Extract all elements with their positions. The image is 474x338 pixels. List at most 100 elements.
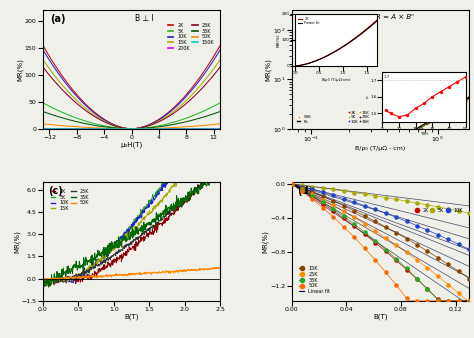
Point: [371, 219, 379, 224]
Point: [309, 187, 316, 192]
Point: [371, 257, 379, 263]
Point: [463, 98, 470, 103]
Point: [446, 106, 454, 111]
Point: [415, 125, 423, 130]
Point: [459, 99, 467, 105]
Point: [445, 107, 453, 112]
Point: [434, 296, 442, 302]
Point: [416, 123, 424, 128]
Point: [403, 250, 410, 255]
Point: [423, 119, 431, 125]
Point: [442, 108, 450, 113]
Point: [430, 115, 438, 120]
Point: [455, 208, 463, 214]
Point: [452, 104, 459, 109]
Point: [288, 181, 295, 187]
Point: [414, 126, 421, 132]
Point: [471, 92, 474, 98]
Point: [413, 298, 421, 304]
Y-axis label: MR(%): MR(%): [265, 58, 272, 81]
Point: [471, 90, 474, 96]
Point: [412, 126, 420, 131]
Point: [410, 127, 418, 132]
Point: [465, 298, 473, 304]
Point: [438, 111, 446, 117]
Point: [451, 104, 459, 109]
Point: [450, 105, 457, 111]
Legend: 2K, 5K, 10K, 15K, 200K, 25K, 35K, 50K, 150K: 2K, 5K, 10K, 15K, 200K, 25K, 35K, 50K, 1…: [166, 21, 216, 53]
Point: [450, 102, 458, 107]
Point: [350, 190, 358, 195]
Point: [413, 276, 421, 282]
Point: [471, 90, 474, 96]
Point: [445, 282, 452, 287]
Point: [438, 110, 446, 115]
Point: [448, 106, 456, 111]
Point: [413, 257, 421, 263]
Point: [449, 105, 457, 111]
Point: [435, 112, 442, 118]
Point: [329, 187, 337, 192]
Point: [403, 219, 410, 224]
Point: [412, 125, 420, 130]
Point: [465, 95, 473, 100]
Point: [392, 282, 400, 288]
Point: [440, 110, 447, 115]
Point: [436, 111, 443, 117]
X-axis label: B/ρ₀ (T/μΩ - cm): B/ρ₀ (T/μΩ - cm): [355, 146, 406, 151]
Point: [288, 181, 295, 187]
Point: [422, 120, 430, 126]
Point: [423, 122, 430, 127]
Point: [416, 125, 423, 130]
Point: [411, 126, 419, 131]
Point: [464, 96, 471, 101]
Point: [411, 126, 419, 132]
Point: [319, 205, 327, 211]
Point: [418, 124, 425, 129]
Point: [382, 195, 390, 200]
Point: [340, 216, 347, 221]
Point: [422, 121, 429, 126]
Point: [462, 95, 469, 100]
Point: [425, 119, 432, 124]
Point: [403, 198, 410, 204]
Point: [459, 96, 467, 101]
Point: [456, 98, 464, 103]
Point: [465, 298, 473, 304]
Point: [472, 91, 474, 97]
Point: [428, 116, 436, 121]
Point: [319, 199, 327, 205]
Point: [411, 127, 419, 132]
Point: [340, 203, 347, 209]
Point: [413, 223, 421, 228]
Point: [449, 106, 457, 112]
Legend: 50K, Fit: 50K, Fit: [295, 114, 313, 125]
Point: [429, 117, 437, 122]
Point: [451, 104, 459, 110]
Text: (d): (d): [297, 186, 313, 196]
Point: [411, 127, 419, 132]
Point: [419, 123, 427, 129]
Point: [413, 200, 421, 206]
Point: [454, 102, 462, 107]
Point: [447, 106, 455, 111]
Point: [444, 108, 451, 114]
Point: [408, 127, 415, 132]
Point: [413, 242, 421, 247]
Point: [467, 93, 474, 98]
Point: [458, 99, 465, 104]
Point: [443, 108, 450, 113]
Point: [445, 298, 452, 304]
Point: [458, 97, 465, 103]
Text: (c): (c): [48, 186, 63, 196]
Point: [459, 99, 466, 105]
Point: [463, 96, 471, 102]
Point: [309, 189, 316, 195]
Point: [424, 202, 431, 208]
Point: [466, 93, 474, 99]
Point: [456, 99, 464, 104]
Point: [309, 191, 316, 197]
Point: [392, 242, 400, 247]
Point: [437, 113, 445, 118]
Point: [340, 188, 347, 194]
